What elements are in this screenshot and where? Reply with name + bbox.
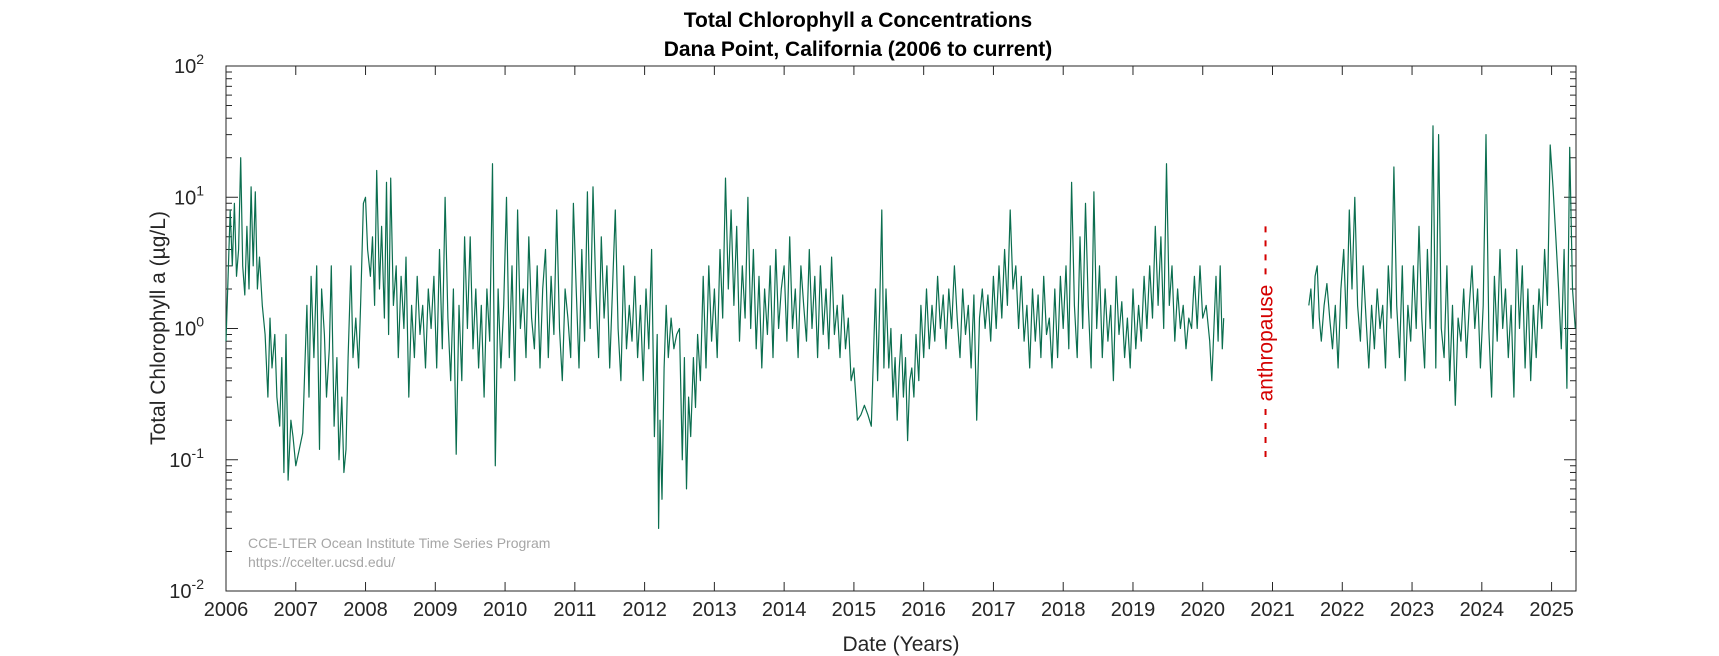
y-tick-exponent: -1 (192, 445, 205, 461)
plot-area: 2006 2007 2008 2009 2010 2011 2012 2013 2014 2015… (169, 51, 1577, 621)
y-tick-base: 10 (174, 319, 196, 341)
x-tick-label: 2018 (1041, 599, 1086, 621)
x-tick-label: 2021 (1250, 599, 1295, 621)
y-tick-base: 10 (174, 187, 196, 209)
x-axis-label: Date (Years) (842, 633, 959, 656)
chart-title: Total Chlorophyll a Concentrations (684, 9, 1032, 32)
x-tick-label: 2023 (1390, 599, 1435, 621)
y-tick-base: 10 (169, 581, 191, 603)
x-tick-label: 2020 (1180, 599, 1225, 621)
watermark-url: https://ccelter.ucsd.edu/ (248, 554, 395, 570)
x-tick-label: 2013 (692, 599, 737, 621)
y-tick-exponent: -2 (192, 576, 205, 592)
x-tick-labels: 2006 2007 2008 2009 2010 2011 2012 2013 2014 2015… (204, 599, 1574, 621)
y-tick-label: 102 (174, 51, 204, 78)
x-tick-label: 2010 (483, 599, 528, 621)
chart-subtitle: Dana Point, California (2006 to current) (664, 38, 1053, 61)
x-tick-label: 2017 (971, 599, 1016, 621)
series-line (1308, 125, 1576, 406)
y-tick-exponent: 1 (196, 182, 204, 198)
y-tick-base: 10 (174, 56, 196, 78)
y-tick-base: 10 (169, 450, 191, 472)
x-tick-label: 2007 (274, 599, 319, 621)
x-tick-label: 2012 (622, 599, 667, 621)
y-tick-label: 100 (174, 314, 204, 341)
series-group (225, 125, 1576, 530)
x-tick-label: 2022 (1320, 599, 1365, 621)
y-tick-exponent: 0 (196, 314, 204, 330)
watermark-program: CCE-LTER Ocean Institute Time Series Pro… (248, 535, 550, 551)
x-tick-label: 2011 (553, 599, 596, 621)
x-tick-label: 2016 (901, 599, 946, 621)
y-tick-label: 101 (174, 182, 204, 209)
x-tick-label: 2025 (1529, 599, 1574, 621)
y-tick-label: 10-1 (169, 445, 204, 472)
y-tick-exponent: 2 (196, 51, 204, 67)
axis-ticks (225, 65, 1576, 592)
annotation-group: anthropause (1255, 226, 1278, 460)
y-tick-label: 10-2 (169, 576, 204, 603)
x-tick-label: 2008 (343, 599, 388, 621)
x-tick-label: 2015 (832, 599, 877, 621)
x-tick-label: 2009 (413, 599, 458, 621)
anthropause-label: anthropause (1255, 285, 1278, 402)
y-axis-label: Total Chlorophyll a (µg/L) (147, 211, 170, 445)
x-tick-label: 2014 (762, 599, 807, 621)
x-tick-label: 2024 (1460, 599, 1505, 621)
x-tick-label: 2006 (204, 599, 249, 621)
x-tick-label: 2019 (1111, 599, 1156, 621)
series-line (225, 157, 1225, 530)
